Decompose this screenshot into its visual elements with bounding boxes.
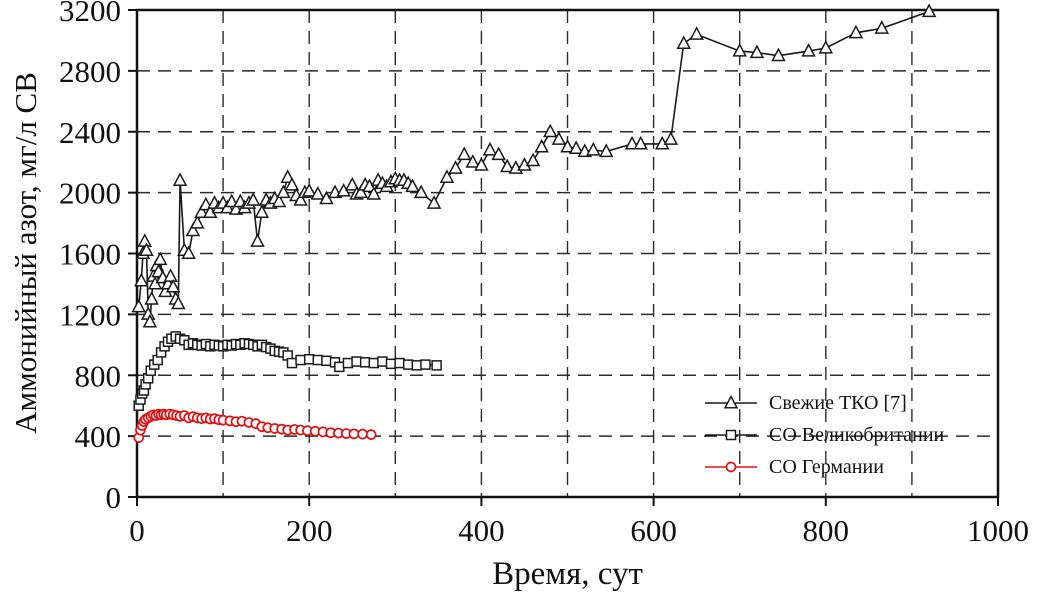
svg-text:400: 400: [458, 513, 505, 548]
svg-text:800: 800: [75, 358, 122, 393]
svg-text:0: 0: [106, 480, 122, 515]
circle-marker-icon: [705, 461, 757, 473]
svg-text:3200: 3200: [59, 0, 121, 28]
svg-text:1200: 1200: [59, 297, 121, 332]
series-2: [133, 408, 377, 443]
svg-text:1000: 1000: [967, 513, 1029, 548]
svg-text:2400: 2400: [59, 115, 121, 150]
legend: Свежие ТКО [7] СО Великобритании СО Герм…: [703, 392, 944, 478]
legend-item-germany: СО Германии: [703, 456, 944, 478]
x-axis-title: Время, сут: [492, 556, 643, 592]
svg-text:400: 400: [75, 419, 122, 454]
series-0: [131, 3, 937, 328]
svg-text:2000: 2000: [59, 176, 121, 211]
svg-text:200: 200: [286, 513, 333, 548]
y-axis-title: Аммонийный азот, мг/л СВ: [8, 72, 43, 434]
triangle-marker-icon: [705, 394, 757, 409]
legend-label: Свежие ТКО [7]: [769, 391, 907, 414]
svg-text:1600: 1600: [59, 237, 121, 272]
svg-text:2800: 2800: [59, 54, 121, 89]
series-1: [133, 331, 442, 411]
svg-text:800: 800: [803, 513, 850, 548]
svg-text:0: 0: [129, 513, 145, 548]
legend-label: СО Германии: [769, 455, 884, 478]
legend-item-fresh-tko: Свежие ТКО [7]: [703, 392, 944, 414]
svg-text:600: 600: [630, 513, 677, 548]
legend-item-uk: СО Великобритании: [703, 424, 944, 446]
square-marker-icon: [705, 429, 757, 441]
legend-label: СО Великобритании: [769, 423, 945, 446]
